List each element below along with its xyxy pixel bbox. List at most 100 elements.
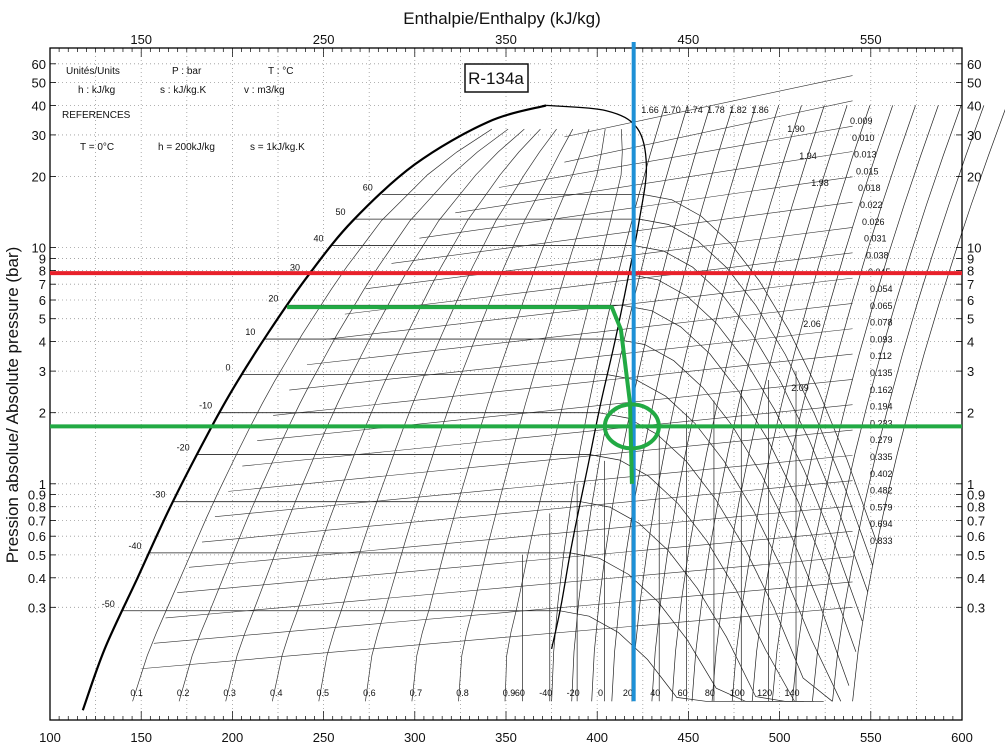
saturated-liquid-line [81, 104, 547, 711]
y-tick-label-right: 50 [967, 76, 981, 91]
expansion-path [287, 305, 634, 484]
entropy-line [731, 105, 871, 702]
isotherm-label: 50 [336, 207, 346, 217]
specific-volume-label: 0.694 [870, 519, 893, 529]
isotherm-vapor-curve [590, 454, 824, 702]
bottom-temperature-label: -20 [567, 688, 580, 698]
entropy-line [812, 105, 962, 702]
entropy-line [832, 105, 985, 702]
x-tick-label: 250 [313, 730, 335, 745]
volume-line [177, 531, 853, 593]
quality-line [318, 128, 557, 702]
x-tick-label-top: 150 [130, 32, 152, 47]
quality-line [178, 128, 509, 702]
bottom-temperature-label: -40 [539, 688, 552, 698]
volume-line [344, 252, 853, 315]
volume-line [165, 556, 853, 619]
specific-volume-label: 0.078 [870, 318, 893, 328]
quality-label: 0.8 [456, 688, 469, 698]
y-tick-label: 7 [39, 277, 46, 292]
specific-volume-label: 0.038 [866, 250, 889, 260]
specific-volume-label: 0.010 [852, 133, 875, 143]
x-axis-title-top: Enthalpie/Enthalpy (kJ/kg) [403, 9, 601, 28]
x-tick-label: 100 [39, 730, 61, 745]
isotherm-label: -10 [199, 401, 212, 411]
isotherm-label: -20 [177, 443, 190, 453]
y-tick-label: 2 [39, 406, 46, 421]
x-tick-label: 500 [769, 730, 791, 745]
x-tick-label-top: 250 [313, 32, 335, 47]
y-tick-label: 50 [32, 76, 46, 91]
quality-line [365, 128, 574, 702]
x-tick-label: 200 [222, 730, 244, 745]
entropy-label: 1.74 [685, 105, 703, 115]
chart-title-box: R-134a [464, 63, 529, 93]
quality-line [411, 128, 590, 702]
y-tick-label-right: 0.8 [967, 500, 985, 515]
entropy-line [671, 105, 802, 702]
y-tick-label-right: 9 [967, 251, 974, 266]
specific-volume-label: 0.065 [870, 301, 893, 311]
y-tick-label-right: 2 [967, 406, 974, 421]
bottom-temperature-label: 80 [705, 688, 715, 698]
isotherm-label: 0 [225, 363, 230, 373]
entropy-label: 1.94 [799, 151, 817, 161]
volume-line [201, 480, 853, 543]
y-tick-label-right: 30 [967, 128, 981, 143]
bottom-temperature-label: -60 [512, 688, 525, 698]
quality-label: 0.3 [223, 688, 236, 698]
isotherm-vapor-curve [642, 194, 877, 542]
specific-volume-label: 0.233 [870, 418, 893, 428]
specific-volume-label: 0.013 [854, 150, 877, 160]
isotherm-label: 60 [363, 182, 373, 192]
y-tick-label: 0.4 [28, 571, 46, 586]
x-tick-label-top: 450 [678, 32, 700, 47]
volume-line [365, 227, 853, 290]
entropy-label: 1.98 [811, 178, 829, 188]
entropy-line [551, 105, 666, 702]
volume-line [273, 353, 853, 416]
isotherm-label: 40 [314, 234, 324, 244]
info-s-unit: s : kJ/kg.K [160, 85, 206, 96]
x-tick-label: 300 [404, 730, 426, 745]
info-p-unit: P : bar [172, 66, 202, 77]
specific-volume-label: 0.194 [870, 402, 893, 412]
y-tick-label: 30 [32, 128, 46, 143]
x-tick-label: 400 [586, 730, 608, 745]
bottom-temperature-label: 20 [623, 688, 633, 698]
y-tick-label: 8 [39, 263, 46, 278]
y-tick-label-right: 8 [967, 263, 974, 278]
isotherm-vapor-curve [598, 412, 833, 702]
specific-volume-label: 0.335 [870, 452, 893, 462]
isotherm-label: -30 [152, 490, 165, 500]
x-tick-label: 550 [860, 730, 882, 745]
volume-line [289, 328, 853, 391]
bottom-temperature-label: 140 [785, 688, 800, 698]
volume-line [564, 75, 853, 138]
volume-line [188, 505, 853, 568]
y-tick-label-right: 0.9 [967, 488, 985, 503]
quality-line [504, 129, 623, 702]
y-tick-label-right: 20 [967, 170, 981, 185]
info-ref-s: s = 1kJ/kg.K [250, 142, 305, 153]
entropy-line [631, 105, 757, 702]
isotherm-label: -50 [102, 599, 115, 609]
isotherm-vapor-curve [628, 274, 863, 622]
isotherm-vapor-curve [639, 218, 874, 566]
y-tick-label-right: 4 [967, 335, 974, 350]
volume-line [564, 100, 853, 163]
y-tick-label: 40 [32, 98, 46, 113]
quality-label: 0.9 [503, 688, 516, 698]
isotherm-vapor-curve [615, 338, 850, 686]
specific-volume-label: 0.579 [870, 502, 893, 512]
entropy-line [571, 105, 688, 702]
volume-line [242, 404, 853, 467]
entropy-line [852, 109, 1005, 702]
y-tick-label-right: 60 [967, 57, 981, 72]
bottom-temperature-label: 0 [598, 688, 603, 698]
entropy-label: 1.90 [787, 124, 805, 134]
specific-volume-label: 0.402 [870, 469, 893, 479]
isotherm-label: 30 [290, 262, 300, 272]
specific-volume-label: 0.112 [870, 351, 892, 361]
